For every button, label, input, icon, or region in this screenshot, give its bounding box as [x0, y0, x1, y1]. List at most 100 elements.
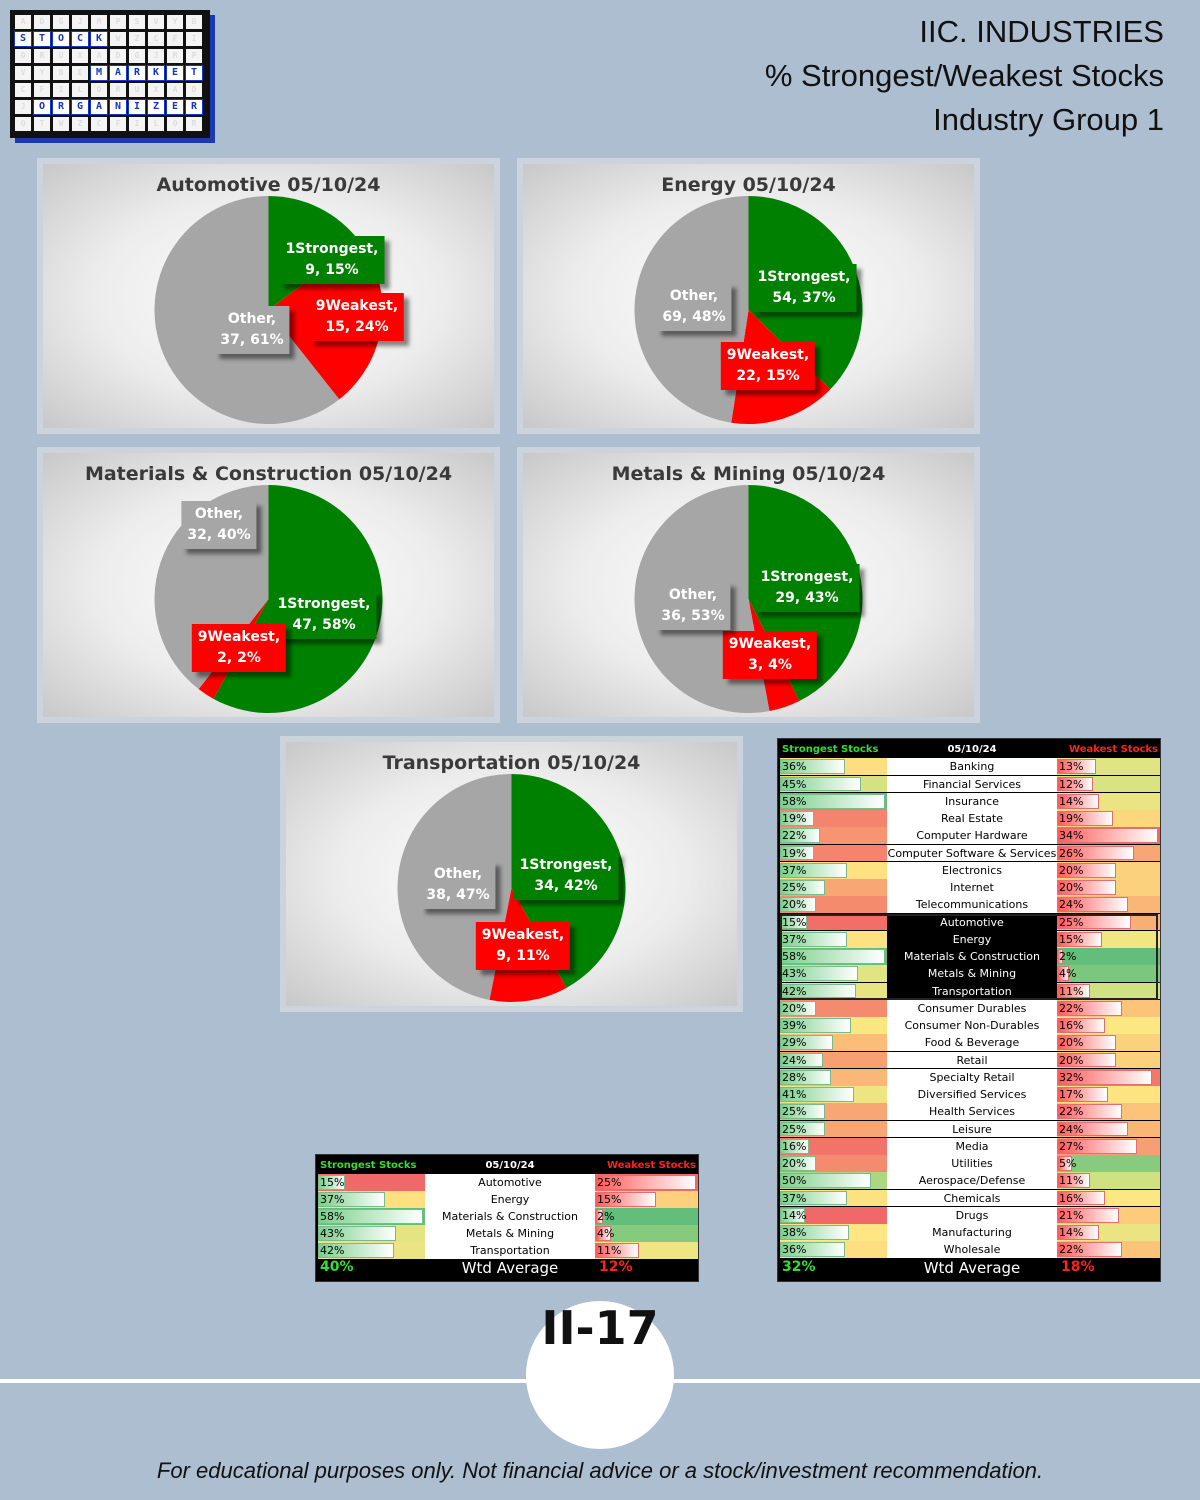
- table-row: 38% Manufacturing 14%: [780, 1224, 1160, 1241]
- data-label-weakest: 9Weakest, 2, 2%: [191, 624, 287, 672]
- data-label-name: 1Strongest,: [757, 269, 851, 285]
- logo-letter: R: [128, 65, 146, 81]
- strongest-cell: 29%: [780, 1034, 887, 1051]
- strongest-bar: [780, 1104, 826, 1119]
- logo-letter: E: [166, 99, 184, 115]
- strongest-cell: 42%: [780, 982, 887, 1000]
- weakest-cell: 2%: [595, 1208, 698, 1225]
- strongest-bar: [780, 897, 817, 912]
- data-label-name: 1Strongest,: [285, 241, 379, 257]
- logo-filler-cell: A: [91, 49, 107, 63]
- industry-name: Diversified Services: [887, 1086, 1057, 1103]
- weakest-cell: 4%: [1057, 965, 1160, 982]
- weakest-value: 20%: [1059, 1053, 1084, 1067]
- logo-filler-cell: J: [72, 15, 88, 29]
- table-row: 43% Metals & Mining 4%: [780, 965, 1160, 982]
- data-label-value: 36, 53%: [661, 608, 725, 624]
- logo-filler-cell: M: [167, 49, 183, 63]
- weakest-value: 27%: [1059, 1139, 1084, 1153]
- weakest-value: 21%: [1059, 1208, 1084, 1222]
- logo-filler-cell: R: [186, 117, 202, 131]
- logo-filler-cell: F: [34, 83, 50, 97]
- strongest-value: 14%: [782, 1208, 807, 1222]
- strongest-cell: 36%: [780, 1241, 887, 1258]
- weakest-value: 25%: [1059, 915, 1084, 929]
- industry-name: Automotive: [425, 1174, 595, 1191]
- strongest-value: 37%: [320, 1193, 345, 1206]
- weakest-bar: [1057, 1207, 1120, 1223]
- weakest-bar: [1057, 1190, 1105, 1206]
- weakest-value: 14%: [1059, 1226, 1084, 1239]
- strongest-bar: [318, 1192, 385, 1207]
- industry-name: Real Estate: [887, 810, 1057, 827]
- logo-filler-cell: P: [186, 49, 202, 63]
- strongest-cell: 36%: [780, 758, 887, 775]
- data-label-other: Other, 36, 53%: [655, 582, 731, 630]
- industry-name: Energy: [887, 930, 1057, 948]
- strongest-cell: 39%: [780, 1017, 887, 1034]
- weakest-bar: [1057, 966, 1069, 981]
- weakest-cell: 20%: [1057, 879, 1160, 896]
- data-label-weakest: 9Weakest, 9, 11%: [475, 922, 571, 970]
- weakest-cell: 22%: [1057, 1241, 1160, 1258]
- strongest-cell: 43%: [780, 965, 887, 982]
- weakest-bar: [1057, 1018, 1105, 1033]
- weakest-value: 22%: [1059, 1001, 1084, 1015]
- weakest-value: 20%: [1059, 881, 1084, 894]
- weakest-cell: 25%: [1057, 913, 1160, 931]
- weakest-value: 19%: [1059, 812, 1084, 825]
- weakest-cell: 14%: [1057, 1224, 1160, 1241]
- logo-letter: A: [109, 65, 127, 81]
- strongest-value: 42%: [320, 1244, 345, 1257]
- table-row: 37% Energy 15%: [318, 1191, 698, 1208]
- logo-filler-cell: J: [148, 49, 164, 63]
- weakest-cell: 32%: [1057, 1068, 1160, 1086]
- strongest-value: 43%: [320, 1227, 345, 1240]
- logo-filler-cell: D: [34, 15, 50, 29]
- weakest-cell: 26%: [1057, 844, 1160, 862]
- weakest-bar: [1057, 1069, 1153, 1085]
- weakest-cell: 27%: [1057, 1137, 1160, 1155]
- strongest-value: 37%: [782, 863, 807, 877]
- industry-name: Transportation: [887, 982, 1057, 1000]
- industry-name: Metals & Mining: [887, 965, 1057, 982]
- industry-name: Manufacturing: [887, 1224, 1057, 1241]
- weakest-value: 2%: [597, 1210, 615, 1223]
- header-date: 05/10/24: [485, 1160, 535, 1171]
- table-row: 45% Financial Services 12%: [780, 775, 1160, 793]
- data-label-value: 29, 43%: [775, 590, 839, 606]
- strongest-cell: 45%: [780, 775, 887, 793]
- table-row: 25% Internet 20%: [780, 879, 1160, 896]
- table-row: 20% Consumer Durables 22%: [780, 999, 1160, 1017]
- table-row: 19% Real Estate 19%: [780, 810, 1160, 827]
- weakest-cell: 24%: [1057, 896, 1160, 913]
- weakest-cell: 15%: [595, 1191, 698, 1208]
- weakest-value: 5%: [1059, 1157, 1077, 1170]
- weakest-bar: [1057, 949, 1063, 964]
- weakest-cell: 11%: [595, 1242, 698, 1259]
- logo-filler-cell: D: [110, 49, 126, 63]
- weakest-value: 11%: [1059, 1174, 1084, 1188]
- logo-filler-cell: A: [167, 83, 183, 97]
- strongest-value: 19%: [782, 846, 807, 860]
- weakest-value: 22%: [1059, 1105, 1084, 1119]
- weakest-bar: [1057, 1156, 1072, 1171]
- table-row: 19% Computer Software & Services 26%: [780, 844, 1160, 862]
- weakest-bar: [1057, 1087, 1108, 1102]
- weighted-average-row: 32% Wtd Average 18%: [780, 1258, 1158, 1281]
- data-label-name: Other,: [433, 866, 483, 882]
- table-row: 36% Banking 13%: [780, 758, 1160, 775]
- weakest-bar: [1057, 1035, 1117, 1050]
- logo-letter: E: [166, 65, 184, 81]
- data-label-name: Other,: [668, 587, 718, 603]
- logo-letter: K: [90, 31, 108, 47]
- weakest-value: 25%: [597, 1176, 622, 1189]
- strongest-cell: 37%: [780, 1189, 887, 1207]
- avg-label: Wtd Average: [923, 1258, 1021, 1277]
- logo-filler-cell: O: [91, 83, 107, 97]
- strongest-bar: [780, 845, 815, 861]
- industry-name: Materials & Construction: [887, 948, 1057, 965]
- weakest-bar: [595, 1192, 656, 1207]
- weakest-value: 26%: [1059, 846, 1084, 860]
